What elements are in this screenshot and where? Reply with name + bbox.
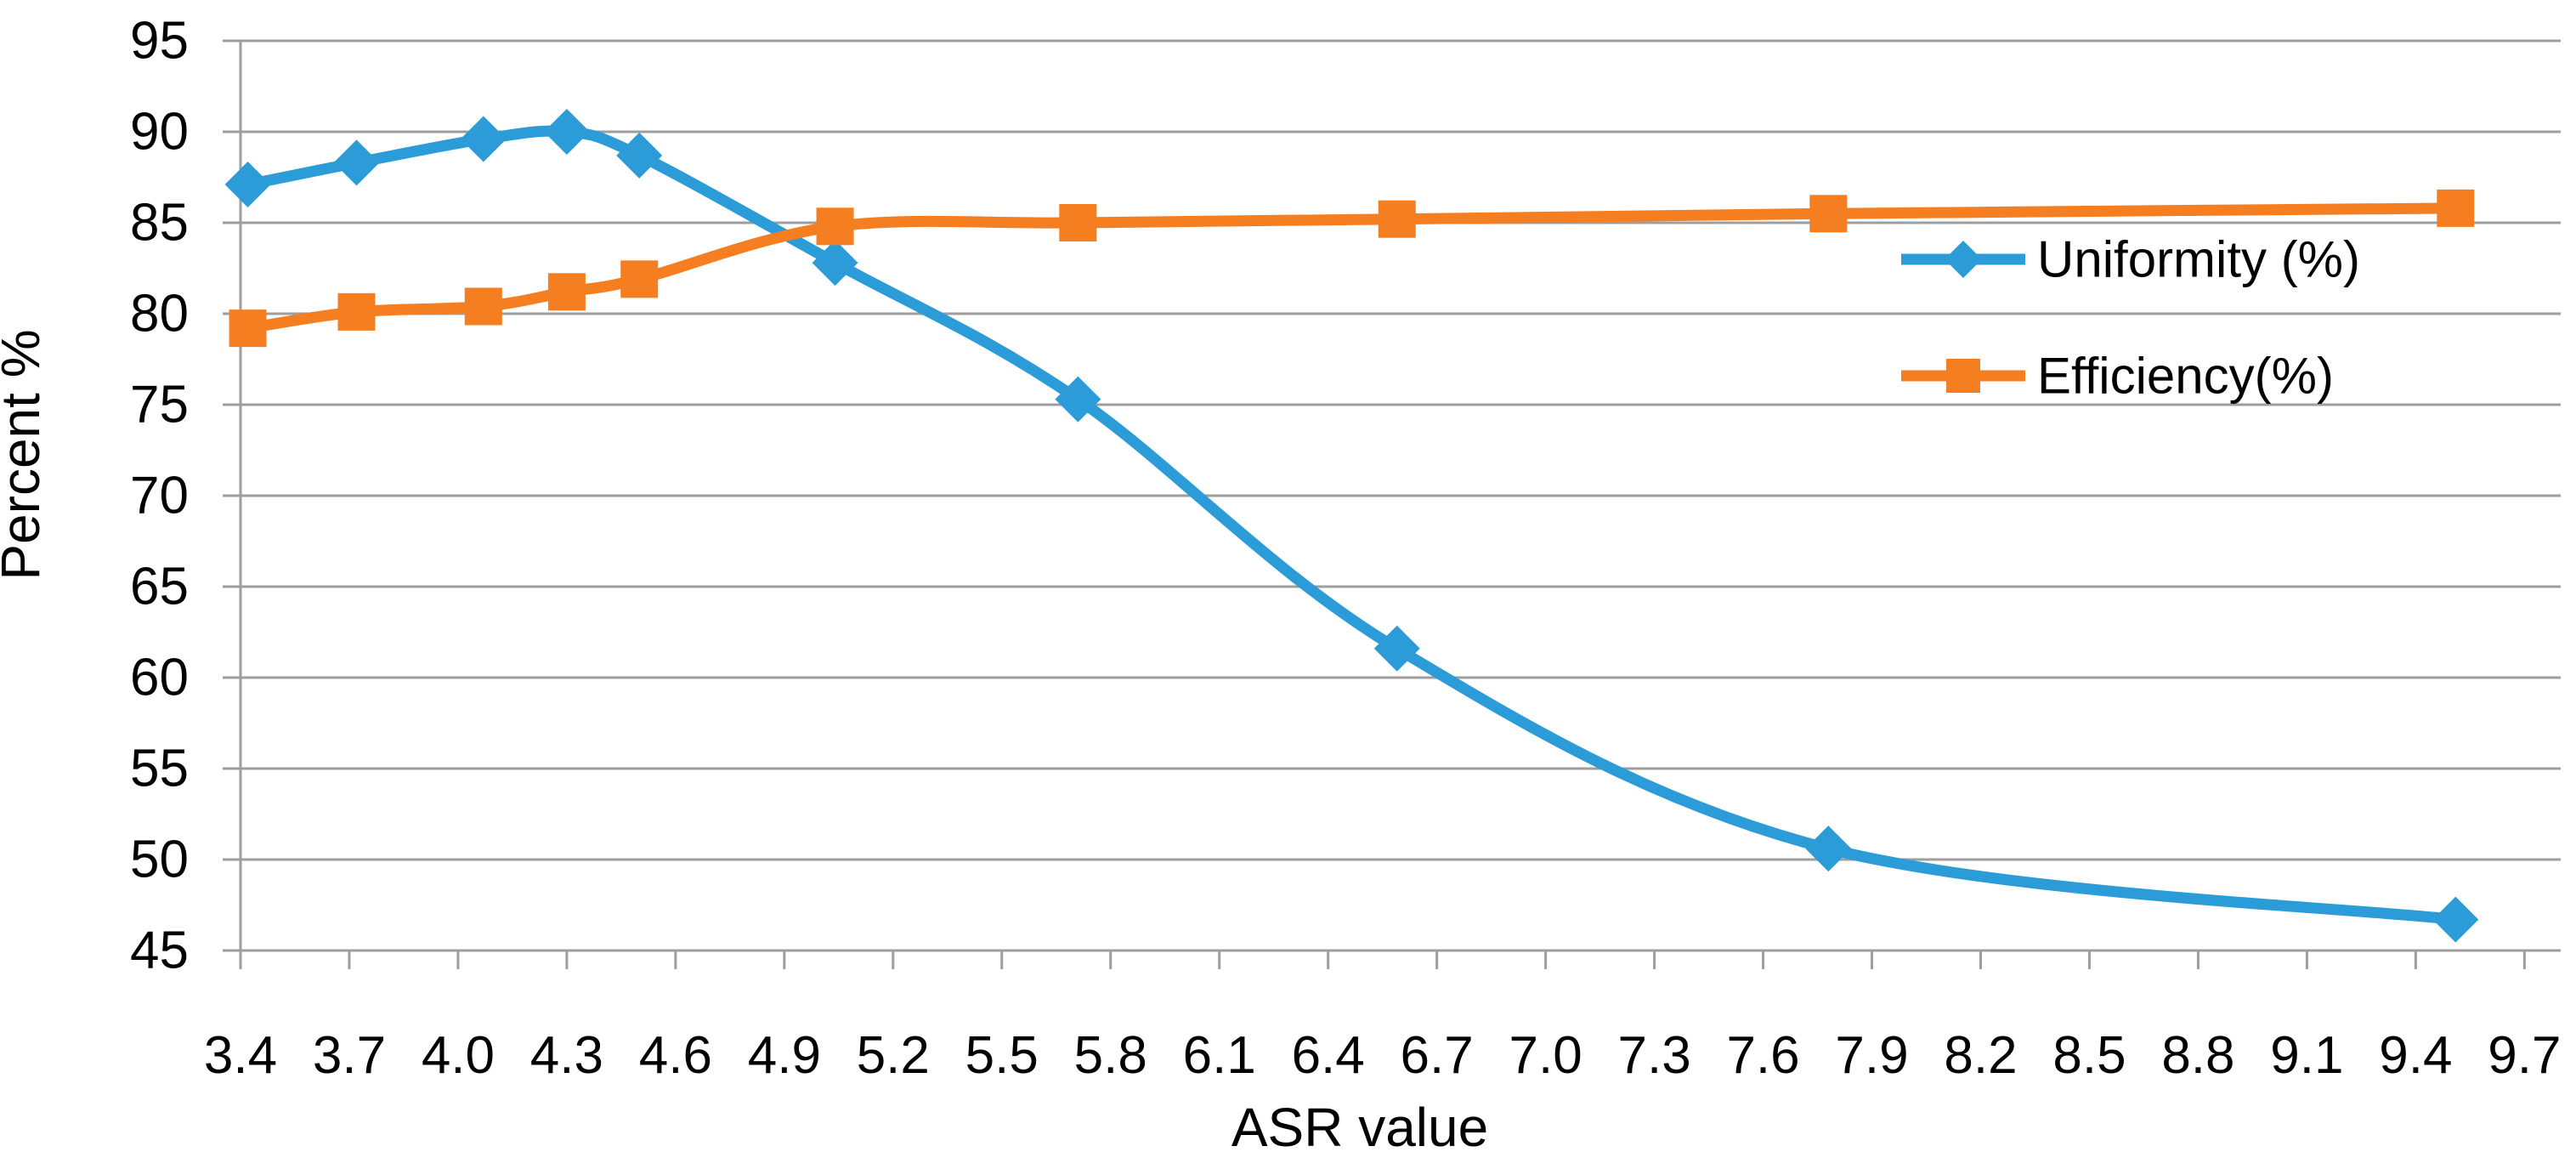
y-tick-label: 80 [130,285,189,343]
x-tick-label: 5.5 [965,1026,1039,1085]
x-tick-label: 8.8 [2161,1026,2234,1085]
x-tick-label: 3.4 [204,1026,277,1085]
y-tick-label: 50 [130,831,189,889]
x-tick-label: 6.1 [1183,1026,1256,1085]
data-point-marker [1809,195,1848,233]
data-point-marker [337,292,376,331]
data-point-marker [543,109,590,155]
x-tick-label: 4.9 [748,1026,821,1085]
x-tick-label: 5.8 [1074,1026,1147,1085]
x-tick-label: 4.0 [422,1026,495,1085]
y-tick-label: 60 [130,649,189,707]
data-point-marker [1373,625,1420,672]
data-point-marker [547,273,586,311]
x-tick-label: 7.0 [1509,1026,1582,1085]
legend: Uniformity (%) Efficiency(%) [1901,231,2360,405]
y-tick-label: 45 [130,922,189,980]
x-tick-label: 4.3 [530,1026,603,1085]
y-tick-label: 55 [130,740,189,798]
x-tick-label: 7.9 [1835,1026,1908,1085]
data-point-marker [464,287,502,326]
data-point-marker [224,162,271,208]
data-point-marker [1378,200,1416,238]
legend-label: Uniformity (%) [2037,231,2360,288]
tick-labels: 95 90 85 80 75 70 65 60 55 50 45 3.4 3.7 4.0 4.3 4.6 4.9… [130,12,2561,1086]
legend-entry-uniformity: Uniformity (%) [1901,231,2360,288]
data-point-marker [229,309,267,348]
x-tick-label: 6.4 [1292,1026,1365,1085]
data-point-marker [2432,896,2479,943]
series-lines [224,109,2479,943]
x-tick-label: 7.3 [1617,1026,1690,1085]
gridlines [241,39,2561,952]
y-tick-label: 85 [130,194,189,253]
data-point-marker [333,139,380,186]
series-efficiency [229,189,2475,348]
data-point-marker [816,207,854,246]
series-uniformity [224,109,2479,943]
x-tick-label: 5.2 [857,1026,930,1085]
y-tick-label: 90 [130,103,189,162]
legend-marker-diamond-icon [1945,241,1982,278]
data-point-marker [460,116,507,162]
x-tick-label: 9.4 [2379,1026,2452,1085]
x-tick-label: 6.7 [1401,1026,1474,1085]
x-tick-label: 7.6 [1726,1026,1799,1085]
axes [223,39,2526,969]
x-axis-title: ASR value [1231,1097,1488,1158]
y-tick-label: 65 [130,558,189,616]
data-point-marker [620,260,659,298]
data-point-marker [616,132,663,179]
x-tick-label: 4.6 [639,1026,712,1085]
x-tick-label: 9.7 [2488,1026,2561,1085]
data-point-marker [1805,826,1852,872]
legend-marker-square-icon [1946,359,1980,393]
y-tick-label: 70 [130,467,189,525]
data-point-marker [1059,204,1097,241]
y-axis-title: Percent % [0,329,51,580]
x-tick-label: 3.7 [313,1026,386,1085]
y-tick-label: 95 [130,12,189,71]
data-point-marker [2437,189,2475,227]
legend-label: Efficiency(%) [2037,348,2334,405]
legend-entry-efficiency: Efficiency(%) [1901,348,2334,405]
y-tick-label: 75 [130,376,189,434]
x-tick-label: 8.2 [1944,1026,2017,1085]
data-point-marker [1055,376,1101,423]
x-tick-label: 9.1 [2270,1026,2343,1085]
data-point-marker [812,240,858,287]
x-tick-label: 8.5 [2052,1026,2126,1085]
